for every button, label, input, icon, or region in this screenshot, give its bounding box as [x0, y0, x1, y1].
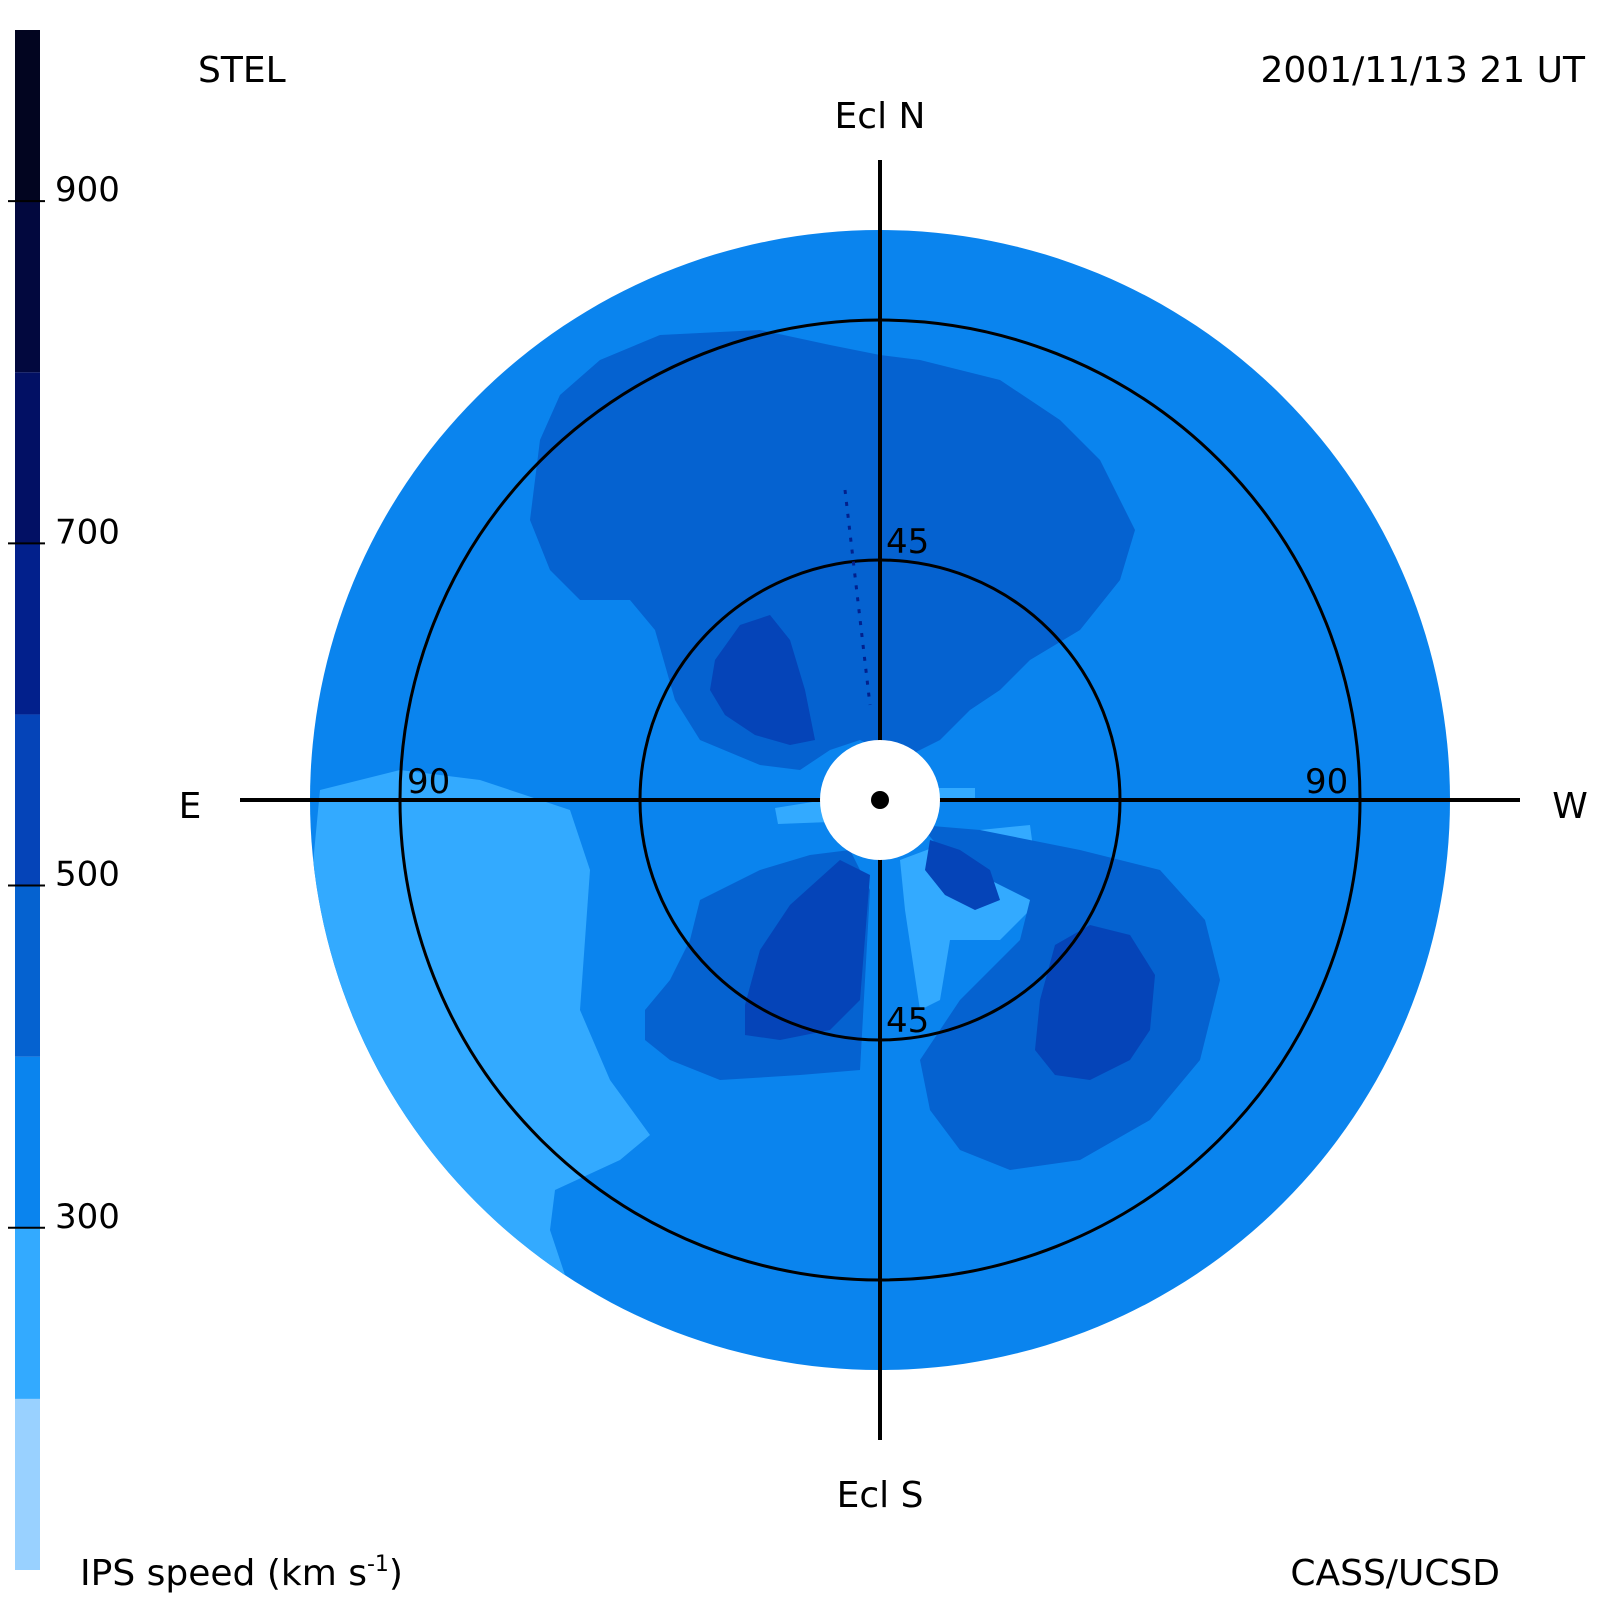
- elongation-label-90-west: 90: [1305, 762, 1348, 802]
- slow-wind-sun-streak-west: [930, 788, 975, 800]
- slow-wind-sun-streak-east: [775, 800, 830, 824]
- colorbar-title-sup: -1: [367, 1552, 389, 1577]
- colorbar-title-main: IPS speed (km s: [80, 1553, 367, 1594]
- observatory-label: STEL: [198, 50, 286, 91]
- colorbar-tick-label-1: 500: [55, 855, 120, 895]
- elongation-label-45-north: 45: [886, 522, 929, 562]
- direction-south-label: Ecl S: [837, 1475, 924, 1516]
- colorbar-band-8: [15, 30, 40, 202]
- fast-wind-core-north: [710, 615, 815, 745]
- elongation-label-45-south: 45: [886, 1001, 929, 1041]
- direction-north-label: Ecl N: [835, 96, 926, 137]
- sun-center-dot: [871, 791, 889, 809]
- medium-wind-north: [530, 330, 1135, 770]
- colorbar-title-end: ): [389, 1553, 403, 1594]
- colorbar-band-2: [15, 1056, 40, 1228]
- colorbar-tick-label-0: 300: [55, 1197, 120, 1237]
- fast-wind-core-southwest: [1035, 925, 1155, 1080]
- credit-label: CASS/UCSD: [1290, 1553, 1500, 1594]
- fast-wind-core-sun-west: [925, 840, 1000, 910]
- colorbar-tick-label-3: 900: [55, 170, 120, 210]
- colorbar-band-6: [15, 372, 40, 544]
- timestamp-label: 2001/11/13 21 UT: [1260, 50, 1586, 91]
- fast-wind-core-south: [745, 860, 870, 1040]
- dotted-trace: [843, 489, 872, 706]
- direction-west-label: W: [1552, 786, 1588, 827]
- colorbar-band-4: [15, 714, 40, 886]
- elongation-label-90-east: 90: [407, 762, 450, 802]
- colorbar: 300 500 700 900: [8, 30, 120, 1570]
- colorbar-band-7: [15, 201, 40, 373]
- colorbar-title: IPS speed (km s-1): [80, 1552, 403, 1594]
- colorbar-tick-label-2: 700: [55, 512, 120, 552]
- colorbar-band-3: [15, 885, 40, 1057]
- colorbar-band-0: [15, 1398, 40, 1570]
- colorbar-band-5: [15, 543, 40, 715]
- colorbar-band-1: [15, 1227, 40, 1399]
- direction-east-label: E: [179, 786, 202, 827]
